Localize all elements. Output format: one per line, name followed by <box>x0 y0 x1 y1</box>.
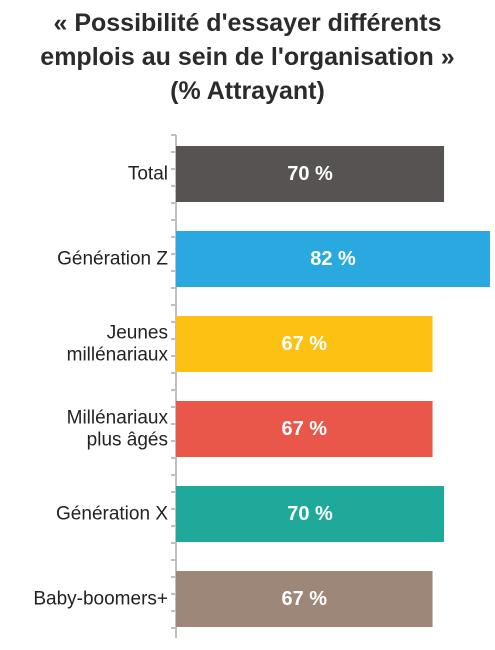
category-label-1-0: Génération Z <box>57 249 168 270</box>
chart-title-line-3: (% Attrayant) <box>170 77 325 105</box>
category-label-5-0: Baby-boomers+ <box>33 589 168 610</box>
chart-title-line-1: « Possibilité d'essayer différents <box>53 9 442 37</box>
chart-title: « Possibilité d'essayer différents emplo… <box>0 6 495 108</box>
bar-5 <box>176 571 433 627</box>
bar-value-label-4: 70 % <box>287 503 333 525</box>
bar-2 <box>176 316 433 372</box>
category-label-4-0: Génération X <box>56 504 168 525</box>
bar-4 <box>176 486 445 542</box>
bar-3 <box>176 401 433 457</box>
bar-value-label-2: 67 % <box>281 333 327 355</box>
category-label-3-0: Millénariaux <box>67 408 169 429</box>
chart-title-line-2: emplois au sein de l'organisation » <box>40 43 455 71</box>
bar-value-label-0: 70 % <box>287 163 333 185</box>
category-label-3-1: plus âgés <box>87 430 168 451</box>
bar-value-label-3: 67 % <box>281 418 327 440</box>
bar-value-label-1: 82 % <box>310 248 356 270</box>
category-label-2-1: millénariaux <box>67 345 169 366</box>
category-label-0-0: Total <box>128 164 168 185</box>
category-label-2-0: Jeunes <box>107 323 168 344</box>
bar-1 <box>176 231 490 287</box>
bar-0 <box>176 146 445 202</box>
bar-value-label-5: 67 % <box>281 588 327 610</box>
